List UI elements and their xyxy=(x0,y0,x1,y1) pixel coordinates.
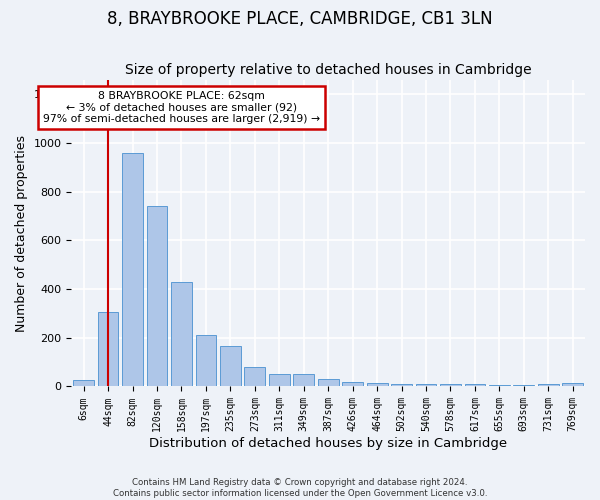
Bar xyxy=(440,384,461,386)
Text: Contains HM Land Registry data © Crown copyright and database right 2024.
Contai: Contains HM Land Registry data © Crown c… xyxy=(113,478,487,498)
Bar xyxy=(98,312,118,386)
Bar xyxy=(391,384,412,386)
Bar xyxy=(171,282,192,387)
Bar xyxy=(122,152,143,386)
Bar xyxy=(196,336,217,386)
Bar xyxy=(342,382,363,386)
Title: Size of property relative to detached houses in Cambridge: Size of property relative to detached ho… xyxy=(125,63,532,77)
Bar xyxy=(562,383,583,386)
Bar xyxy=(244,367,265,386)
Bar xyxy=(464,384,485,386)
Bar xyxy=(416,384,436,386)
Bar xyxy=(73,380,94,386)
Text: 8 BRAYBROOKE PLACE: 62sqm
← 3% of detached houses are smaller (92)
97% of semi-d: 8 BRAYBROOKE PLACE: 62sqm ← 3% of detach… xyxy=(43,91,320,124)
Y-axis label: Number of detached properties: Number of detached properties xyxy=(15,134,28,332)
Bar xyxy=(146,206,167,386)
X-axis label: Distribution of detached houses by size in Cambridge: Distribution of detached houses by size … xyxy=(149,437,507,450)
Bar xyxy=(220,346,241,387)
Bar xyxy=(318,379,338,386)
Bar xyxy=(538,384,559,386)
Bar xyxy=(269,374,290,386)
Bar xyxy=(367,383,388,386)
Bar xyxy=(293,374,314,386)
Text: 8, BRAYBROOKE PLACE, CAMBRIDGE, CB1 3LN: 8, BRAYBROOKE PLACE, CAMBRIDGE, CB1 3LN xyxy=(107,10,493,28)
